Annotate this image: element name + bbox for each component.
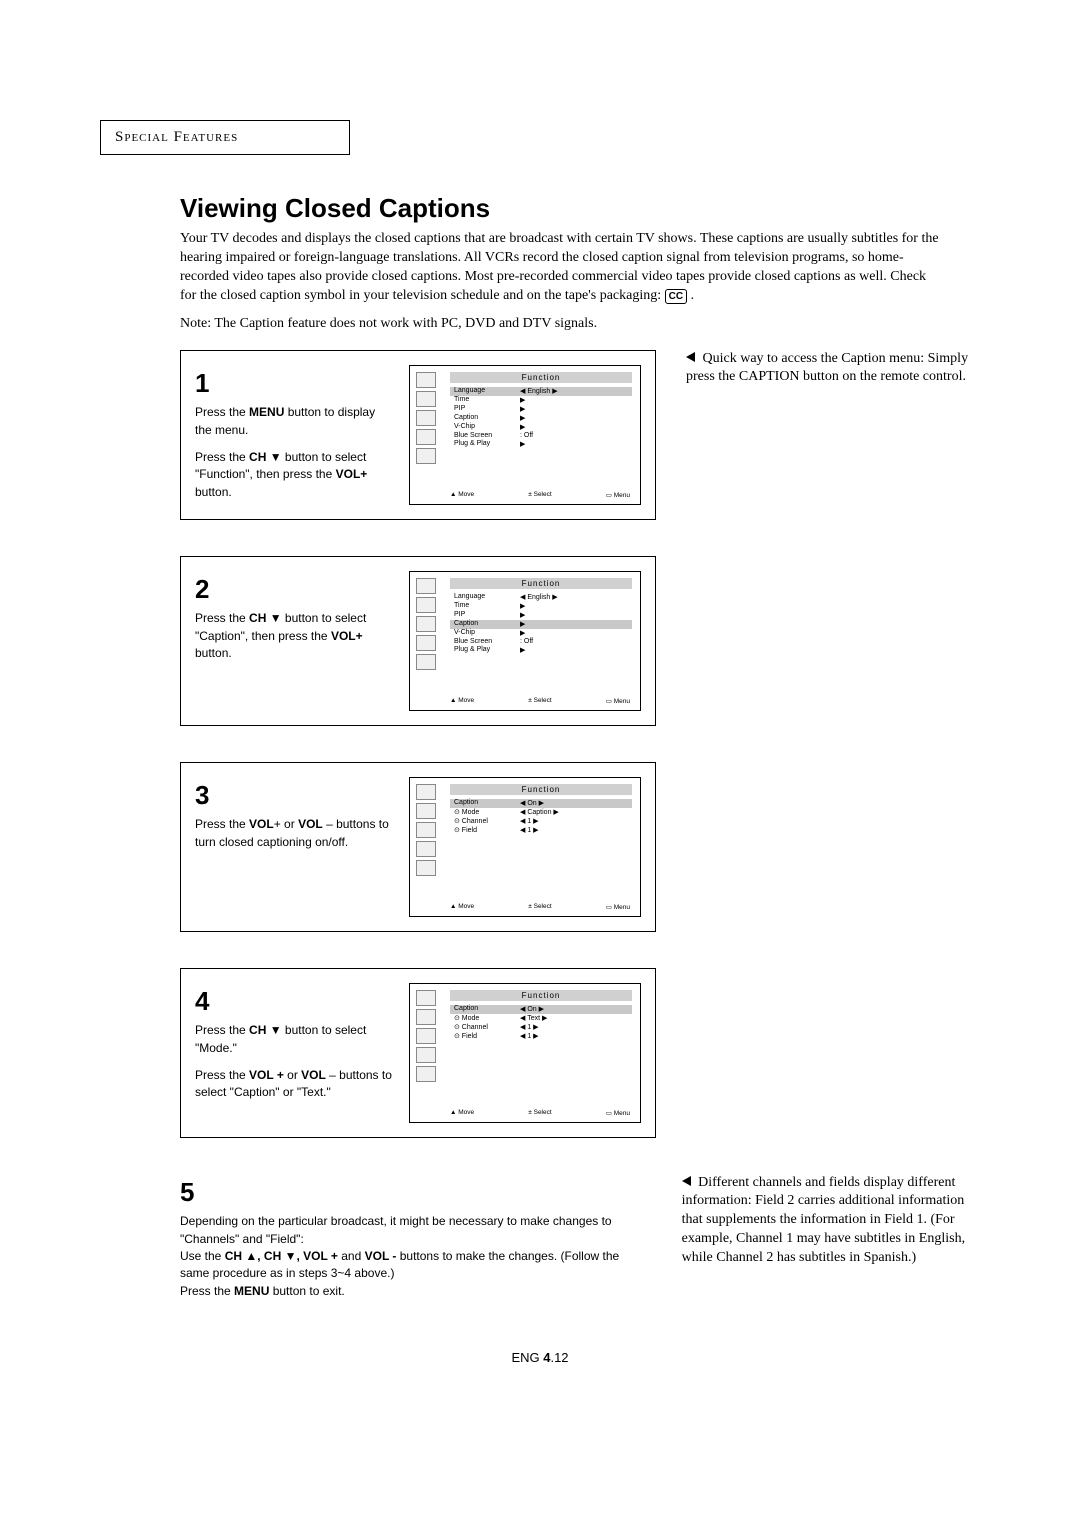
page-footer: ENG 4.12	[100, 1350, 980, 1365]
step-3-text: 3 Press the VOL+ or VOL – buttons to tur…	[195, 777, 395, 917]
t: button to exit.	[269, 1284, 344, 1298]
diff-note-text: Different channels and fields display di…	[682, 1175, 965, 1266]
step-4: 4 Press the CH ▼ button to select "Mode.…	[180, 968, 656, 1138]
steps-column: 1 Press the MENU button to display the m…	[180, 350, 656, 1174]
step-5-line1: Depending on the particular broadcast, i…	[180, 1213, 652, 1248]
step-number: 2	[195, 571, 395, 609]
bottom-row: 5 Depending on the particular broadcast,…	[100, 1174, 980, 1301]
footer-page: .12	[550, 1350, 568, 1365]
content-columns: 1 Press the MENU button to display the m…	[180, 350, 980, 1174]
intro-paragraph: Your TV decodes and displays the closed …	[180, 230, 940, 306]
note-text: Note: The Caption feature does not work …	[180, 316, 980, 332]
t: Use the	[180, 1249, 225, 1263]
t: Press the	[195, 1068, 249, 1082]
t: button.	[195, 485, 232, 499]
cc-icon: CC	[665, 289, 687, 305]
t: Press the	[195, 405, 249, 419]
t: CH ▲, CH ▼, VOL +	[225, 1249, 338, 1263]
intro-text: Your TV decodes and displays the closed …	[180, 231, 939, 303]
step-number: 3	[195, 777, 395, 815]
step-2: 2 Press the CH ▼ button to select "Capti…	[180, 556, 656, 726]
t: CH ▼	[249, 1023, 282, 1037]
t: VOL	[298, 817, 323, 831]
step-number: 5	[180, 1174, 652, 1212]
t: Press the	[195, 450, 249, 464]
quick-tip-text: Quick way to access the Caption menu: Si…	[686, 351, 968, 385]
osd-screenshot-1: FunctionLanguage◀ English ▶Time▶PIP▶Capt…	[409, 365, 641, 505]
side-tip: Quick way to access the Caption menu: Si…	[686, 350, 980, 1174]
different-channels-note: Different channels and fields display di…	[682, 1174, 980, 1301]
triangle-left-icon	[682, 1176, 691, 1186]
t: VOL +	[249, 1068, 284, 1082]
page: Special Features Viewing Closed Captions…	[0, 0, 1080, 1425]
step-1-text: 1 Press the MENU button to display the m…	[195, 365, 395, 505]
osd-screenshot-2: FunctionLanguage◀ English ▶Time▶PIP▶Capt…	[409, 571, 641, 711]
t: or	[284, 1068, 301, 1082]
footer-lang: ENG	[511, 1350, 543, 1365]
t: VOL+	[336, 467, 368, 481]
t: VOL	[301, 1068, 326, 1082]
t: MENU	[249, 405, 284, 419]
step-2-text: 2 Press the CH ▼ button to select "Capti…	[195, 571, 395, 711]
step-number: 1	[195, 365, 395, 403]
page-title: Viewing Closed Captions	[180, 193, 980, 224]
t: button.	[195, 646, 232, 660]
osd-screenshot-4: FunctionCaption◀ On ▶⊙ Mode◀ Text ▶⊙ Cha…	[409, 983, 641, 1123]
t: Press the	[195, 817, 249, 831]
t: VOL	[249, 817, 274, 831]
step-4-text: 4 Press the CH ▼ button to select "Mode.…	[195, 983, 395, 1123]
intro-end: .	[691, 288, 695, 303]
osd-screenshot-3: FunctionCaption◀ On ▶⊙ Mode◀ Caption ▶⊙ …	[409, 777, 641, 917]
t: VOL+	[331, 629, 363, 643]
step-5: 5 Depending on the particular broadcast,…	[180, 1174, 652, 1301]
t: CH ▼	[249, 450, 282, 464]
t: VOL -	[365, 1249, 397, 1263]
triangle-left-icon	[686, 352, 695, 362]
t: CH ▼	[249, 611, 282, 625]
t: Press the	[195, 611, 249, 625]
t: and	[338, 1249, 365, 1263]
step-1: 1 Press the MENU button to display the m…	[180, 350, 656, 520]
step-3: 3 Press the VOL+ or VOL – buttons to tur…	[180, 762, 656, 932]
t: Press the	[195, 1023, 249, 1037]
step-number: 4	[195, 983, 395, 1021]
section-header: Special Features	[100, 120, 350, 155]
t: MENU	[234, 1284, 269, 1298]
t: Press the	[180, 1284, 234, 1298]
t: + or	[274, 817, 298, 831]
